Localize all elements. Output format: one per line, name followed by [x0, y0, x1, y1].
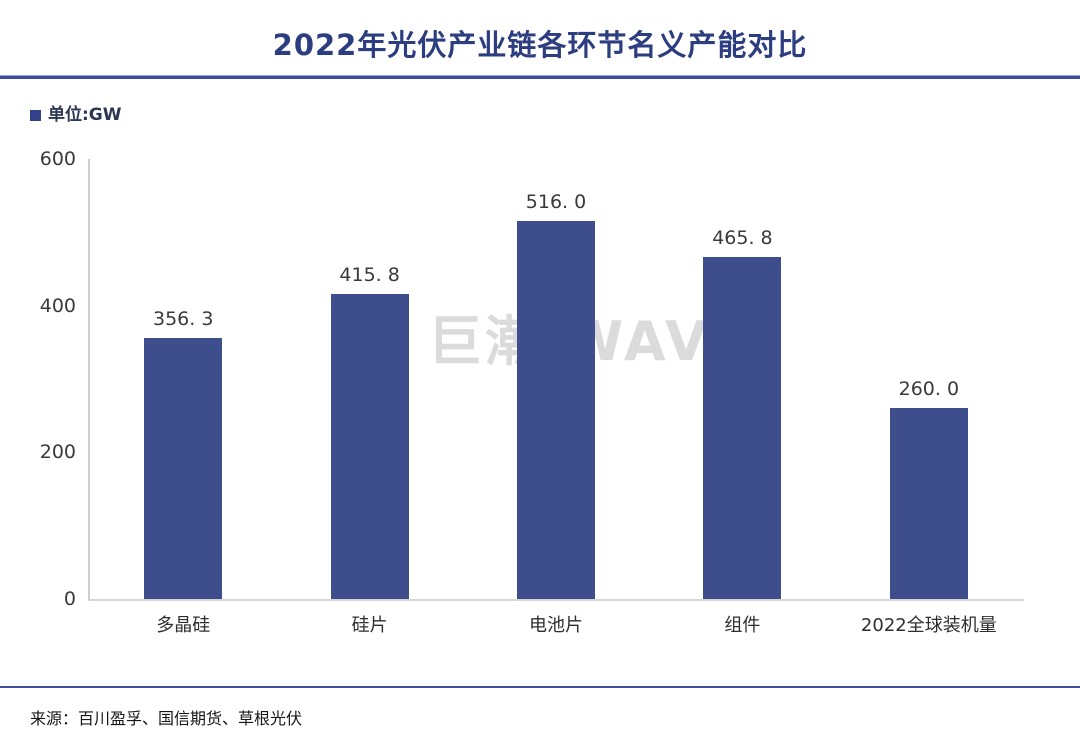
- bar-value-label: 260. 0: [898, 378, 960, 401]
- x-axis-label: 多晶硅: [156, 615, 211, 636]
- bar-series: 356. 3 415. 8 516. 0 465. 8 260. 0: [90, 159, 1022, 599]
- bar: [330, 294, 409, 599]
- unit-label: 单位:GW: [48, 105, 122, 125]
- x-axis-label: 电池片: [529, 615, 584, 636]
- legend-swatch-icon: [30, 110, 41, 121]
- bar: [889, 408, 968, 599]
- bar-value-label: 356. 3: [152, 307, 214, 330]
- x-axis-label: 组件: [724, 615, 761, 636]
- plot-area: [88, 159, 1024, 601]
- footer-divider: [0, 686, 1080, 688]
- page-title: 2022年光伏产业链各环节名义产能对比: [272, 28, 808, 62]
- x-axis-label: 2022全球装机量: [860, 615, 997, 636]
- y-tick-label: 0: [63, 588, 76, 610]
- x-axis-label: 硅片: [351, 615, 388, 636]
- bar: [517, 220, 596, 599]
- y-tick-label: 200: [39, 441, 76, 464]
- bar-group: 516. 0: [463, 159, 649, 599]
- source-text: 来源：百川盈孚、国信期货、草根光伏: [30, 709, 303, 728]
- header-divider: [0, 75, 1080, 79]
- y-axis: 0 200 400 600: [0, 0, 76, 741]
- x-axis-labels: 多晶硅 硅片 电池片 组件 2022全球装机量: [90, 611, 1022, 637]
- y-tick-label: 600: [39, 148, 76, 170]
- bar-value-label: 465. 8: [712, 227, 773, 250]
- bar-value-label: 516. 0: [525, 190, 587, 213]
- bar-value-label: 415. 8: [339, 264, 400, 287]
- y-tick-label: 400: [39, 294, 76, 317]
- bar-group: 356. 3: [90, 159, 276, 599]
- unit-legend: 单位:GW: [30, 107, 122, 124]
- bar-group: 260. 0: [836, 159, 1022, 599]
- bar-group: 415. 8: [276, 159, 462, 599]
- bar: [703, 257, 782, 599]
- bar: [144, 337, 223, 599]
- bar-group: 465. 8: [649, 159, 835, 599]
